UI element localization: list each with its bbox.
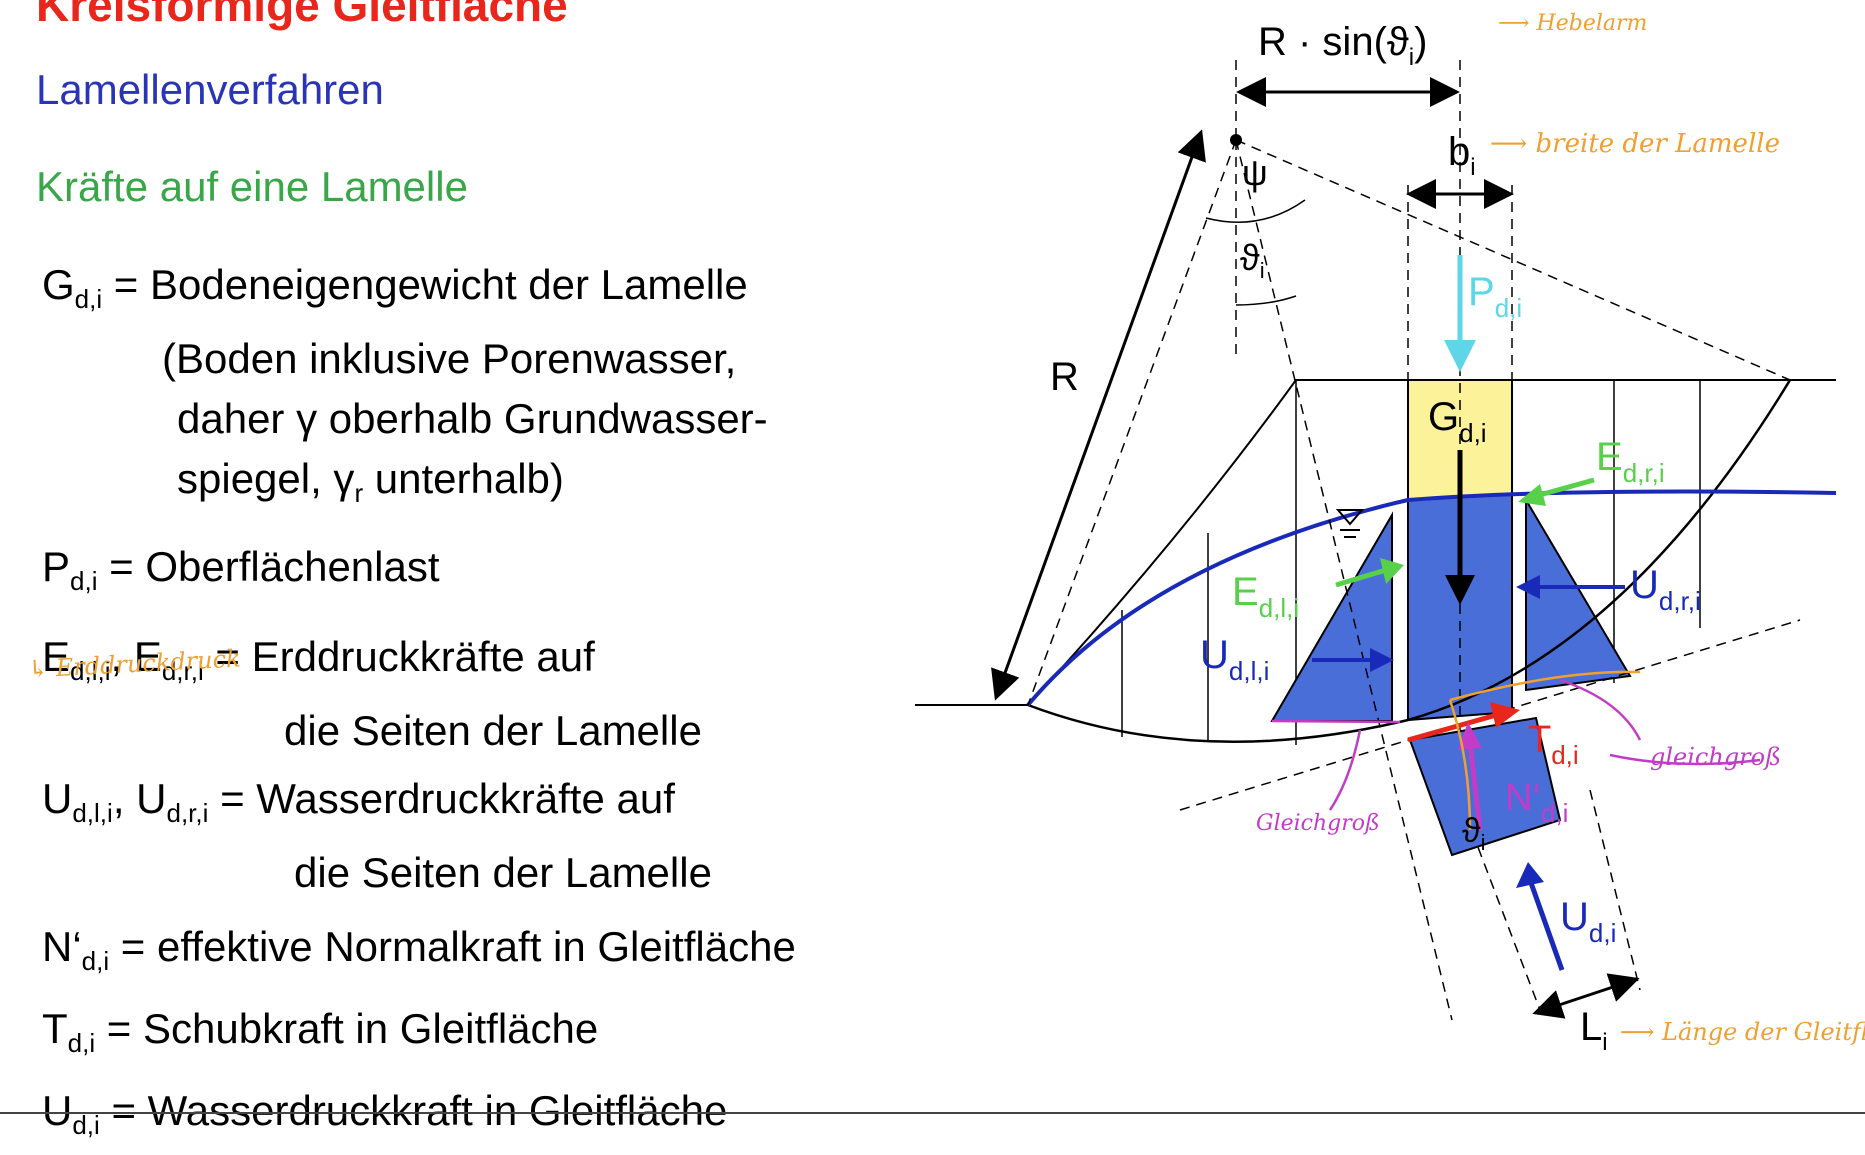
- handwritten-note-gleichgross-right: gleichgroß: [1650, 743, 1781, 771]
- slip-circle: [1027, 379, 1792, 743]
- label-R: R: [1050, 355, 1079, 399]
- page-title: Kreisförmige Gleitfläche: [36, 0, 568, 31]
- bottom-divider: [0, 1112, 1865, 1114]
- label-lever-arm: R · sin(ϑi): [1258, 20, 1427, 71]
- normal-force-arrowhead: [1458, 722, 1482, 750]
- label-psi: ψ: [1242, 152, 1268, 193]
- water-force-right-arrow: [1516, 575, 1625, 599]
- label-P: Pd,i: [1468, 270, 1522, 323]
- label-U-left: Ud,l,i: [1200, 633, 1269, 686]
- shear-force-arrowhead: [1490, 702, 1520, 728]
- definition-U-sides-cont: die Seiten der Lamelle: [294, 849, 712, 896]
- shear-force-arrow: [1407, 711, 1501, 743]
- label-E-right: Ed,r,i: [1596, 435, 1665, 488]
- radius-arrow: [991, 129, 1206, 701]
- earth-force-left-arrow: [1335, 558, 1404, 588]
- label-b: bi: [1448, 130, 1476, 181]
- handwritten-note-breite: ⟶ breite der Lamelle: [1490, 129, 1780, 159]
- label-U-right: Ud,r,i: [1630, 563, 1701, 616]
- definition-T: Td,i = Schubkraft in Gleitfläche: [42, 1005, 599, 1058]
- handwritten-note-gleichgross-left: Gleichgroß: [1256, 811, 1380, 836]
- definition-E-cont: die Seiten der Lamelle: [284, 707, 702, 754]
- subtitle: Lamellenverfahren: [36, 66, 384, 113]
- symbol-G: Gd,i: [42, 261, 103, 314]
- rotation-center: [1230, 134, 1242, 146]
- label-theta-base: ϑi: [1462, 812, 1485, 855]
- theta-arc: [1235, 295, 1297, 306]
- slip-circle-diagram: R · sin(ϑi) bi ψ ϑi R Pd,i Gd,i Ed,r,i E…: [915, 11, 1865, 1056]
- label-theta: ϑi: [1240, 237, 1265, 283]
- label-N: N‘d,i: [1505, 777, 1568, 828]
- definition-P: Pd,i = Oberflächenlast: [42, 543, 440, 596]
- slice-length-arrow: [1532, 973, 1640, 1019]
- definition-G-line3: daher γ oberhalb Grundwasser-: [177, 395, 768, 442]
- label-T: Td,i: [1528, 719, 1579, 770]
- water-level-icon: [1335, 509, 1365, 538]
- definition-G-line4: spiegel, γr unterhalb): [177, 455, 564, 508]
- handwritten-note-laenge: ⟶ Länge der Gleitfläche: [1620, 1018, 1865, 1046]
- definition-U-sides: Ud,l,i, Ud,r,i = Wasserdruckkräfte auf: [42, 775, 675, 828]
- definition-list: Gd,i = Bodeneigengewicht der Lamelle (Bo…: [42, 255, 796, 1155]
- psi-arc: [1205, 199, 1306, 223]
- label-E-left: Ed,l,i: [1232, 570, 1299, 623]
- label-G: Gd,i: [1428, 395, 1487, 448]
- label-L: Li: [1580, 1005, 1608, 1056]
- label-U-base: Ud,i: [1560, 895, 1616, 948]
- definition-G: Gd,i = Bodeneigengewicht der Lamelle: [42, 255, 796, 329]
- normal-force-arrow: [1467, 741, 1483, 831]
- definition-G-line2: (Boden inklusive Porenwasser,: [162, 335, 737, 382]
- force-block: [1408, 716, 1562, 857]
- definition-N: N‘d,i = effektive Normalkraft in Gleitfl…: [42, 923, 796, 976]
- section-heading: Kräfte auf eine Lamelle: [36, 163, 468, 210]
- definition-E: Ed,l,i, Ed,r,i = Erddruckkräfte auf: [42, 633, 595, 686]
- water-force-left-arrow: [1312, 648, 1394, 672]
- handwritten-marks: [1271, 670, 1761, 831]
- pore-pressure-arrow: [1516, 862, 1565, 971]
- earth-force-right-arrow: [1518, 477, 1595, 506]
- surface-load-arrow: [1444, 255, 1476, 372]
- weight-arrow: [1445, 450, 1475, 605]
- handwritten-note-hebelarm: ⟶ Hebelarm: [1498, 11, 1647, 36]
